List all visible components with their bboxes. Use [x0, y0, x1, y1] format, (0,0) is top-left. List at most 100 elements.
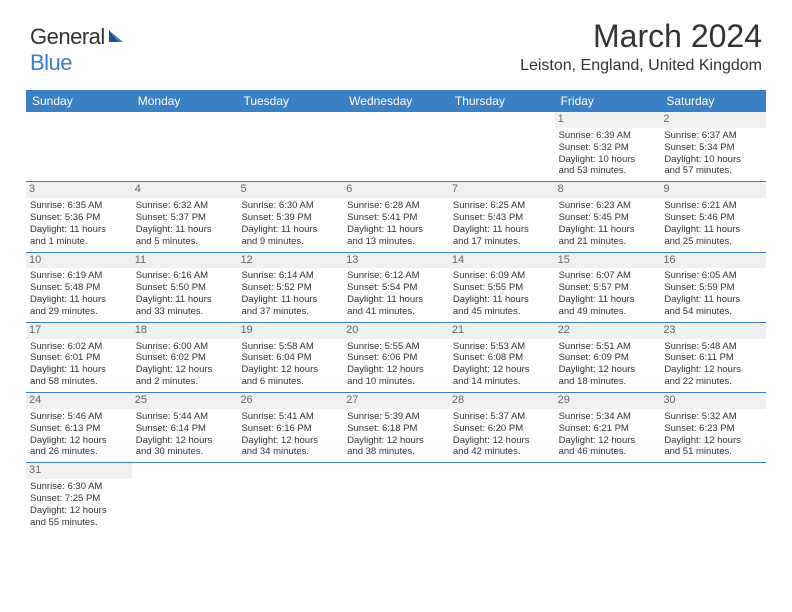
- day-number: 3: [26, 182, 132, 198]
- day-detail: Sunset: 5:50 PM: [136, 282, 234, 294]
- day-detail: Sunset: 6:21 PM: [559, 423, 657, 435]
- calendar-day: 18Sunrise: 6:00 AMSunset: 6:02 PMDayligh…: [132, 323, 238, 392]
- calendar-row: 3Sunrise: 6:35 AMSunset: 5:36 PMDaylight…: [26, 182, 766, 252]
- day-detail: Sunset: 7:25 PM: [30, 493, 128, 505]
- day-number: 9: [660, 182, 766, 198]
- day-number: 20: [343, 323, 449, 339]
- day-detail: Daylight: 12 hours: [453, 435, 551, 447]
- day-detail: Sunset: 6:18 PM: [347, 423, 445, 435]
- day-detail: Sunset: 6:16 PM: [241, 423, 339, 435]
- day-detail: Daylight: 11 hours: [136, 294, 234, 306]
- calendar-empty: [237, 463, 343, 532]
- calendar-day: 29 Sunrise: 5:34 AMSunset: 6:21 PMDayligh…: [555, 393, 661, 462]
- calendar-day: 4Sunrise: 6:32 AMSunset: 5:37 PMDaylight…: [132, 182, 238, 251]
- day-detail: Sunset: 6:23 PM: [664, 423, 762, 435]
- day-detail: Sunrise: 6:19 AM: [30, 270, 128, 282]
- day-number: 28: [449, 393, 555, 409]
- day-detail: and 25 minutes.: [664, 236, 762, 248]
- day-number: 1: [555, 112, 661, 128]
- dayhead-wednesday: Wednesday: [343, 90, 449, 112]
- day-detail: and 54 minutes.: [664, 306, 762, 318]
- day-detail: Daylight: 11 hours: [30, 294, 128, 306]
- day-detail: and 17 minutes.: [453, 236, 551, 248]
- header: GeneralBlue March 2024 Leiston, England,…: [0, 0, 792, 84]
- day-detail: and 10 minutes.: [347, 376, 445, 388]
- calendar-day: 1Sunrise: 6:39 AMSunset: 5:32 PMDaylight…: [555, 112, 661, 181]
- day-detail: and 30 minutes.: [136, 446, 234, 458]
- day-detail: Sunset: 5:34 PM: [664, 142, 762, 154]
- logo-word1: General: [30, 24, 105, 49]
- day-number: 26: [237, 393, 343, 409]
- day-detail: Sunrise: 6:12 AM: [347, 270, 445, 282]
- calendar-row: 31Sunrise: 6:30 AMSunset: 7:25 PMDayligh…: [26, 463, 766, 532]
- day-detail: Sunset: 5:36 PM: [30, 212, 128, 224]
- day-detail: Daylight: 11 hours: [559, 294, 657, 306]
- day-detail: Sunset: 5:32 PM: [559, 142, 657, 154]
- calendar-day: 25Sunrise: 5:44 AMSunset: 6:14 PMDayligh…: [132, 393, 238, 462]
- day-detail: and 58 minutes.: [30, 376, 128, 388]
- day-number: 23: [660, 323, 766, 339]
- calendar-empty: [132, 463, 238, 532]
- calendar-day: 13Sunrise: 6:12 AMSunset: 5:54 PMDayligh…: [343, 253, 449, 322]
- day-detail: Sunset: 5:37 PM: [136, 212, 234, 224]
- day-detail: Sunrise: 5:55 AM: [347, 341, 445, 353]
- day-detail: Daylight: 11 hours: [664, 224, 762, 236]
- day-detail: and 2 minutes.: [136, 376, 234, 388]
- day-detail: Sunrise: 6:32 AM: [136, 200, 234, 212]
- day-detail: Daylight: 12 hours: [347, 364, 445, 376]
- calendar-day: 16Sunrise: 6:05 AMSunset: 5:59 PMDayligh…: [660, 253, 766, 322]
- day-detail: Sunrise: 6:02 AM: [30, 341, 128, 353]
- day-detail: Daylight: 11 hours: [30, 224, 128, 236]
- day-detail: and 49 minutes.: [559, 306, 657, 318]
- calendar-empty: [26, 112, 132, 181]
- day-detail: Daylight: 10 hours: [559, 154, 657, 166]
- day-detail: and 46 minutes.: [559, 446, 657, 458]
- day-detail: Sunset: 6:04 PM: [241, 352, 339, 364]
- day-detail: Daylight: 12 hours: [136, 364, 234, 376]
- day-detail: Sunrise: 6:30 AM: [30, 481, 128, 493]
- day-detail: Sunrise: 5:53 AM: [453, 341, 551, 353]
- day-detail: Sunset: 6:06 PM: [347, 352, 445, 364]
- day-detail: and 33 minutes.: [136, 306, 234, 318]
- day-detail: Sunset: 5:57 PM: [559, 282, 657, 294]
- day-number: 8: [555, 182, 661, 198]
- calendar-empty: [449, 112, 555, 181]
- day-number: 24: [26, 393, 132, 409]
- day-detail: Sunrise: 5:51 AM: [559, 341, 657, 353]
- calendar: Sunday Monday Tuesday Wednesday Thursday…: [26, 90, 766, 533]
- day-detail: and 29 minutes.: [30, 306, 128, 318]
- calendar-day: 30Sunrise: 5:32 AMSunset: 6:23 PMDayligh…: [660, 393, 766, 462]
- day-detail: Sunrise: 5:58 AM: [241, 341, 339, 353]
- day-detail: Daylight: 12 hours: [136, 435, 234, 447]
- calendar-day: 17Sunrise: 6:02 AMSunset: 6:01 PMDayligh…: [26, 323, 132, 392]
- location: Leiston, England, United Kingdom: [520, 57, 762, 75]
- calendar-day: 24Sunrise: 5:46 AMSunset: 6:13 PMDayligh…: [26, 393, 132, 462]
- day-detail: Sunrise: 6:23 AM: [559, 200, 657, 212]
- day-detail: Sunrise: 5:34 AM: [559, 411, 657, 423]
- day-detail: and 5 minutes.: [136, 236, 234, 248]
- calendar-row: 10Sunrise: 6:19 AMSunset: 5:48 PMDayligh…: [26, 253, 766, 323]
- day-detail: Sunrise: 5:39 AM: [347, 411, 445, 423]
- day-detail: Daylight: 11 hours: [136, 224, 234, 236]
- day-number: 25: [132, 393, 238, 409]
- day-detail: and 1 minute.: [30, 236, 128, 248]
- day-number: 29: [555, 393, 661, 409]
- dayhead-saturday: Saturday: [660, 90, 766, 112]
- day-detail: Daylight: 12 hours: [559, 435, 657, 447]
- title-block: March 2024 Leiston, England, United King…: [520, 18, 762, 75]
- day-detail: Sunrise: 5:32 AM: [664, 411, 762, 423]
- day-detail: and 9 minutes.: [241, 236, 339, 248]
- calendar-day: 11Sunrise: 6:16 AMSunset: 5:50 PMDayligh…: [132, 253, 238, 322]
- calendar-empty: [343, 112, 449, 181]
- day-detail: and 6 minutes.: [241, 376, 339, 388]
- calendar-row: 1Sunrise: 6:39 AMSunset: 5:32 PMDaylight…: [26, 112, 766, 182]
- day-number: 21: [449, 323, 555, 339]
- page-title: March 2024: [520, 18, 762, 55]
- day-number: 12: [237, 253, 343, 269]
- day-detail: Sunrise: 6:09 AM: [453, 270, 551, 282]
- day-detail: Sunrise: 6:00 AM: [136, 341, 234, 353]
- calendar-day: 19Sunrise: 5:58 AMSunset: 6:04 PMDayligh…: [237, 323, 343, 392]
- calendar-day: 27Sunrise: 5:39 AMSunset: 6:18 PMDayligh…: [343, 393, 449, 462]
- calendar-day: 8Sunrise: 6:23 AMSunset: 5:45 PMDaylight…: [555, 182, 661, 251]
- day-number: 22: [555, 323, 661, 339]
